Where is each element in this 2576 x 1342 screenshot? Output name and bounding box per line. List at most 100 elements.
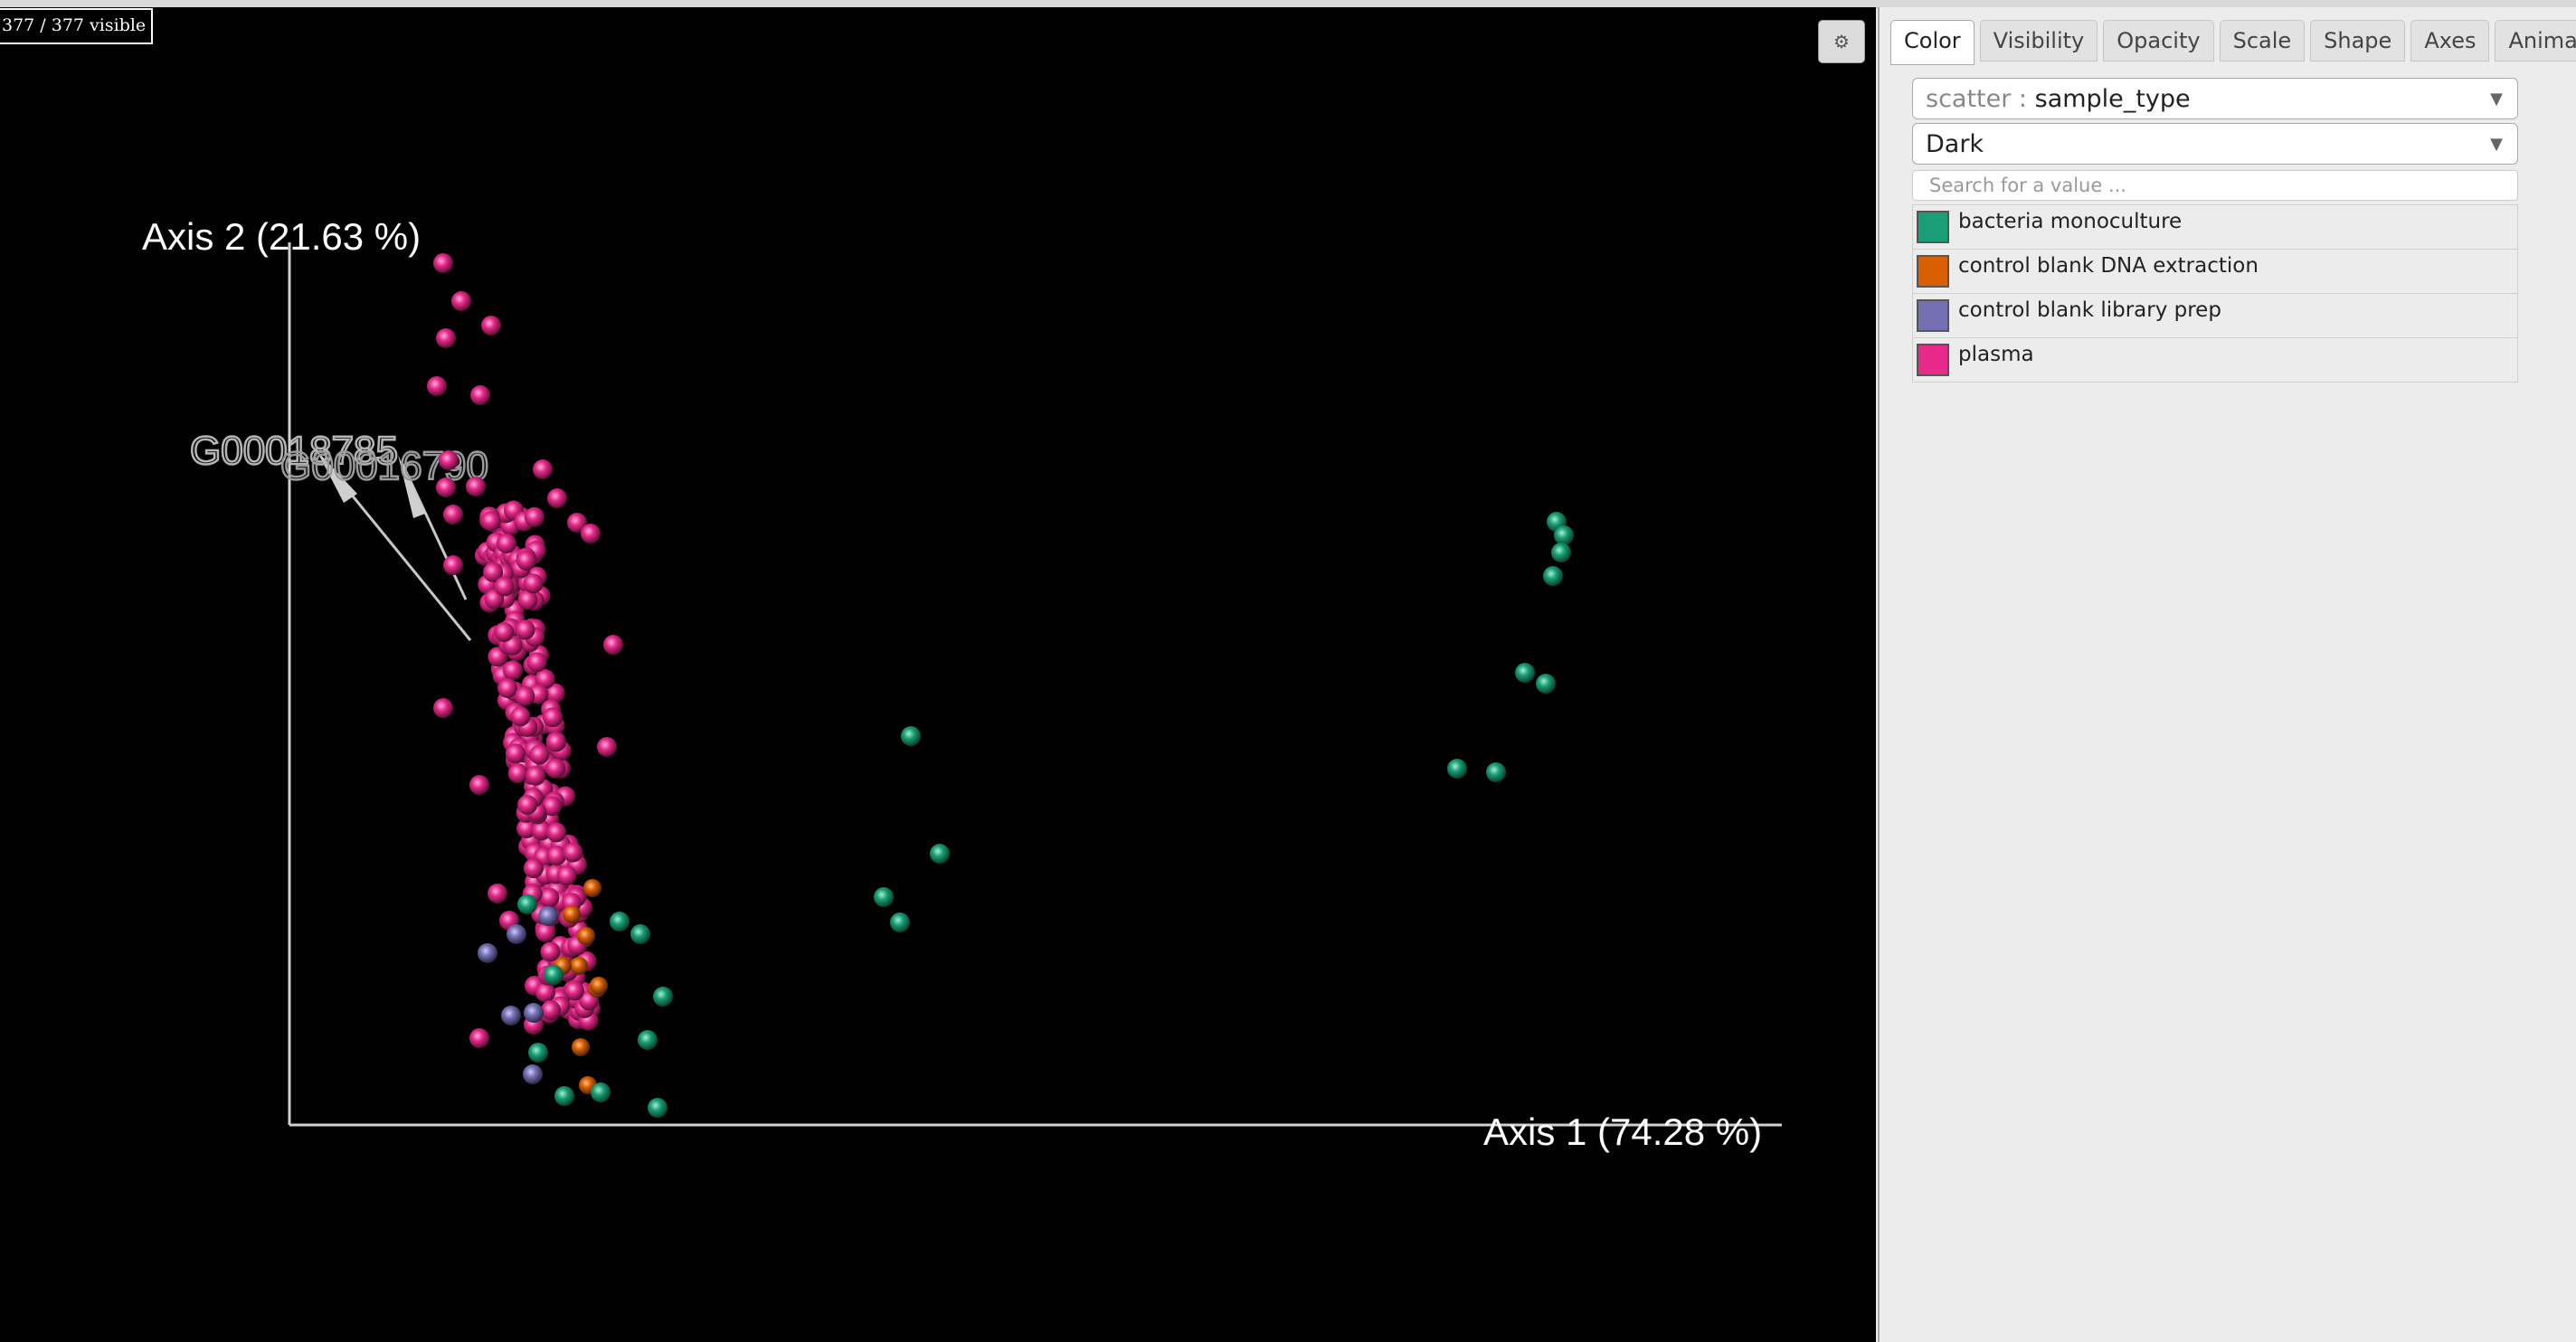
sample-point[interactable] — [523, 858, 544, 879]
sample-point[interactable] — [439, 450, 459, 470]
sample-point[interactable] — [597, 737, 617, 757]
sample-point[interactable] — [570, 957, 588, 975]
legend-search-input[interactable] — [1912, 170, 2518, 201]
sample-point[interactable] — [542, 796, 563, 817]
sample-points[interactable] — [427, 253, 1574, 1118]
sample-point[interactable] — [610, 912, 630, 931]
sample-point[interactable] — [469, 775, 489, 795]
sample-point[interactable] — [930, 844, 950, 864]
sample-point[interactable] — [524, 1003, 544, 1023]
sample-point[interactable] — [546, 846, 567, 866]
sample-point[interactable] — [583, 879, 601, 897]
sample-point[interactable] — [470, 385, 490, 405]
sample-point[interactable] — [535, 982, 555, 1003]
sample-point[interactable] — [563, 842, 583, 863]
sample-point[interactable] — [507, 763, 528, 784]
sample-point[interactable] — [648, 1098, 668, 1118]
sample-point[interactable] — [603, 635, 623, 655]
sample-point[interactable] — [535, 921, 556, 942]
sample-point[interactable] — [590, 977, 608, 995]
sample-point[interactable] — [523, 1064, 543, 1084]
sample-point[interactable] — [544, 965, 564, 985]
sample-point[interactable] — [528, 1043, 548, 1063]
sample-point[interactable] — [526, 652, 547, 673]
sample-point[interactable] — [545, 683, 565, 704]
sample-point[interactable] — [517, 795, 538, 815]
sample-point[interactable] — [433, 698, 453, 718]
sample-point[interactable] — [515, 685, 535, 706]
color-swatch-bacteria-monoculture[interactable] — [1917, 211, 1949, 243]
sample-point[interactable] — [1486, 762, 1506, 782]
sample-point[interactable] — [653, 987, 673, 1007]
sample-point[interactable] — [538, 906, 558, 926]
sample-point[interactable] — [496, 534, 516, 553]
sample-point[interactable] — [1447, 759, 1467, 779]
sample-point[interactable] — [488, 884, 507, 903]
colormap-select[interactable]: Dark ▼ — [1912, 123, 2518, 165]
sample-point[interactable] — [516, 550, 536, 571]
sample-point[interactable] — [564, 980, 584, 1001]
sample-point[interactable] — [543, 707, 563, 728]
sample-point[interactable] — [466, 477, 486, 496]
sample-point[interactable] — [517, 894, 537, 914]
sample-point[interactable] — [529, 744, 550, 765]
sample-point[interactable] — [481, 316, 501, 336]
sample-point[interactable] — [443, 505, 463, 525]
sample-point[interactable] — [546, 822, 567, 843]
sample-point[interactable] — [494, 576, 515, 597]
tab-color[interactable]: Color — [1890, 20, 1975, 65]
sample-point[interactable] — [638, 1030, 658, 1050]
sample-point[interactable] — [535, 669, 555, 689]
sample-point[interactable] — [545, 732, 566, 752]
sample-point[interactable] — [540, 941, 561, 962]
color-swatch-control-blank-dna-extraction[interactable] — [1917, 255, 1949, 288]
sample-point[interactable] — [516, 818, 537, 839]
sample-point[interactable] — [901, 726, 921, 746]
sample-point[interactable] — [510, 706, 531, 727]
sample-point[interactable] — [478, 943, 497, 963]
sample-point[interactable] — [591, 1082, 611, 1102]
sample-point[interactable] — [443, 555, 463, 575]
sample-point[interactable] — [524, 506, 545, 527]
color-swatch-plasma[interactable] — [1917, 344, 1949, 376]
scatter-plot[interactable]: G00018785 G00016790 Axis 2 (21.63 %) Axi… — [0, 7, 1876, 1342]
sample-point[interactable] — [436, 328, 456, 348]
sample-point[interactable] — [547, 488, 567, 508]
sample-point[interactable] — [526, 765, 546, 786]
category-select[interactable]: scatter : sample_type ▼ — [1912, 78, 2518, 119]
sample-point[interactable] — [469, 1028, 489, 1048]
sample-point[interactable] — [1551, 543, 1571, 562]
sample-point[interactable] — [451, 291, 471, 311]
sample-point[interactable] — [505, 743, 526, 764]
tab-animations[interactable]: Animations — [2495, 20, 2576, 61]
tab-opacity[interactable]: Opacity — [2103, 20, 2214, 61]
tab-visibility[interactable]: Visibility — [1979, 20, 2098, 61]
sample-point[interactable] — [501, 1006, 521, 1025]
sample-point[interactable] — [890, 912, 910, 932]
sample-point[interactable] — [581, 524, 601, 543]
sample-point[interactable] — [503, 660, 523, 681]
sample-point[interactable] — [554, 1086, 574, 1106]
sample-point[interactable] — [433, 253, 453, 273]
sample-point[interactable] — [563, 905, 581, 923]
sample-point[interactable] — [545, 758, 566, 779]
sample-point[interactable] — [523, 573, 544, 594]
sample-point[interactable] — [567, 513, 587, 533]
sample-point[interactable] — [517, 590, 538, 610]
sample-point[interactable] — [497, 678, 518, 698]
sample-point[interactable] — [572, 1038, 590, 1056]
sample-point[interactable] — [556, 865, 577, 886]
sample-point[interactable] — [539, 887, 560, 908]
tab-scale[interactable]: Scale — [2219, 20, 2306, 61]
tab-shape[interactable]: Shape — [2310, 20, 2406, 61]
sample-point[interactable] — [1554, 525, 1574, 545]
sample-point[interactable] — [1536, 674, 1556, 694]
sample-point[interactable] — [1543, 566, 1563, 586]
sample-point[interactable] — [427, 376, 447, 396]
sample-point[interactable] — [630, 924, 650, 944]
sample-point[interactable] — [483, 562, 504, 582]
sample-point[interactable] — [494, 621, 515, 642]
sample-point[interactable] — [874, 887, 894, 907]
sample-point[interactable] — [541, 1000, 561, 1021]
sample-point[interactable] — [507, 924, 526, 944]
